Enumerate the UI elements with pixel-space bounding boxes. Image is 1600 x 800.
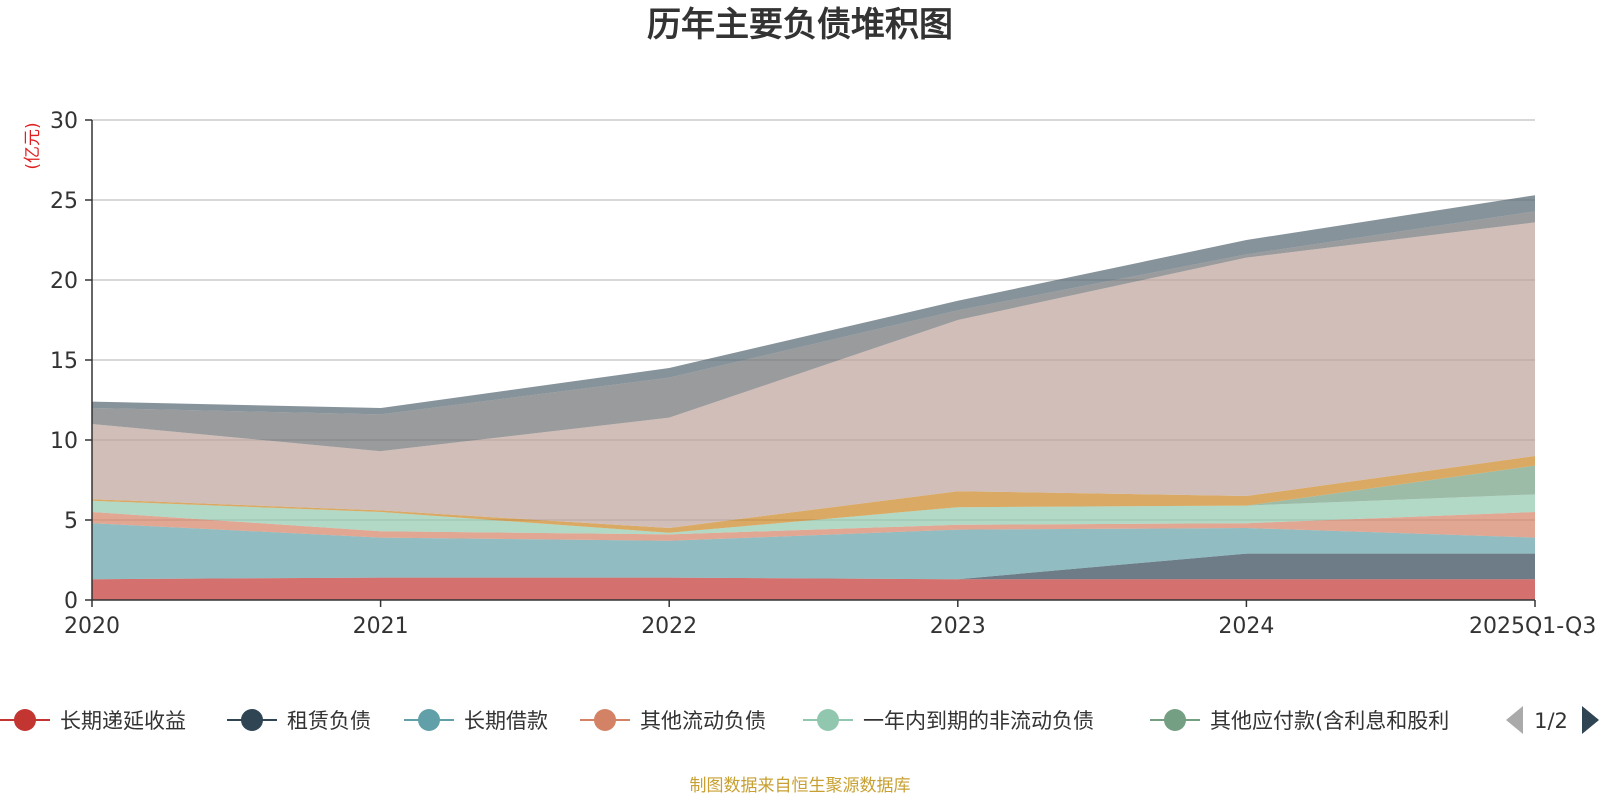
legend-item[interactable]: 一年内到期的非流动负债 (803, 709, 1094, 733)
legend: 长期递延收益 租赁负债 长期借款 其他流动负债 一年内到期的非流动负债 其他应付款(含利息… (0, 709, 1449, 733)
legend-label: 其他流动负债 (640, 709, 766, 733)
y-axis-unit: (亿元) (23, 122, 43, 169)
chart-title: 历年主要负债堆积图 (647, 5, 953, 45)
legend-label: 长期递延收益 (60, 709, 186, 733)
x-tick-label: 2022 (641, 614, 697, 639)
legend-item[interactable]: 长期借款 (404, 709, 548, 733)
legend-marker-icon (594, 709, 616, 731)
legend-page-indicator: 1/2 (1534, 709, 1568, 733)
legend-label: 其他应付款(含利息和股利 (1210, 709, 1449, 733)
source-note: 制图数据来自恒生聚源数据库 (690, 776, 911, 796)
series-area-7[interactable] (92, 222, 1535, 528)
series-areas (92, 195, 1535, 600)
x-tick-label: 2020 (64, 614, 120, 639)
series-area-3[interactable] (92, 512, 1535, 541)
x-tick-label: 2023 (930, 614, 986, 639)
legend-label: 一年内到期的非流动负债 (863, 709, 1094, 733)
x-tick-label: 2024 (1218, 614, 1274, 639)
y-tick-label: 20 (50, 269, 78, 294)
legend-item[interactable]: 长期递延收益 (0, 709, 186, 733)
legend-marker-icon (241, 709, 263, 731)
legend-marker-icon (817, 709, 839, 731)
legend-marker-icon (1164, 709, 1186, 731)
legend-marker-icon (14, 709, 36, 731)
y-tick-label: 25 (50, 189, 78, 214)
series-area-2[interactable] (92, 523, 1535, 580)
y-tick-label: 0 (64, 589, 78, 614)
legend-next-page-icon[interactable] (1582, 706, 1599, 734)
y-axis-ticks: 0 5 10 15 20 25 30 (50, 109, 92, 614)
series-area-6[interactable] (92, 456, 1535, 533)
y-tick-label: 5 (64, 509, 78, 534)
y-tick-label: 15 (50, 349, 78, 374)
x-tick-label: 2021 (353, 614, 409, 639)
legend-label: 长期借款 (464, 709, 548, 733)
series-area-1[interactable] (92, 553, 1535, 580)
legend-label: 租赁负债 (287, 709, 371, 733)
x-axis-ticks: 2020 2021 2022 2023 2024 2025Q1-Q3 (64, 600, 1596, 639)
legend-item[interactable]: 其他应付款(含利息和股利 (1150, 709, 1449, 733)
x-tick-label: 2025Q1-Q3 (1469, 614, 1596, 639)
legend-item[interactable]: 租赁负债 (227, 709, 371, 733)
series-area-0[interactable] (92, 577, 1535, 600)
legend-marker-icon (418, 709, 440, 731)
y-tick-label: 10 (50, 429, 78, 454)
legend-pager: 1/2 (1506, 706, 1599, 734)
legend-prev-page-icon[interactable] (1506, 706, 1523, 734)
legend-item[interactable]: 其他流动负债 (580, 709, 766, 733)
y-tick-label: 30 (50, 109, 78, 134)
series-area-8[interactable] (92, 211, 1535, 452)
series-area-4[interactable] (92, 494, 1535, 535)
